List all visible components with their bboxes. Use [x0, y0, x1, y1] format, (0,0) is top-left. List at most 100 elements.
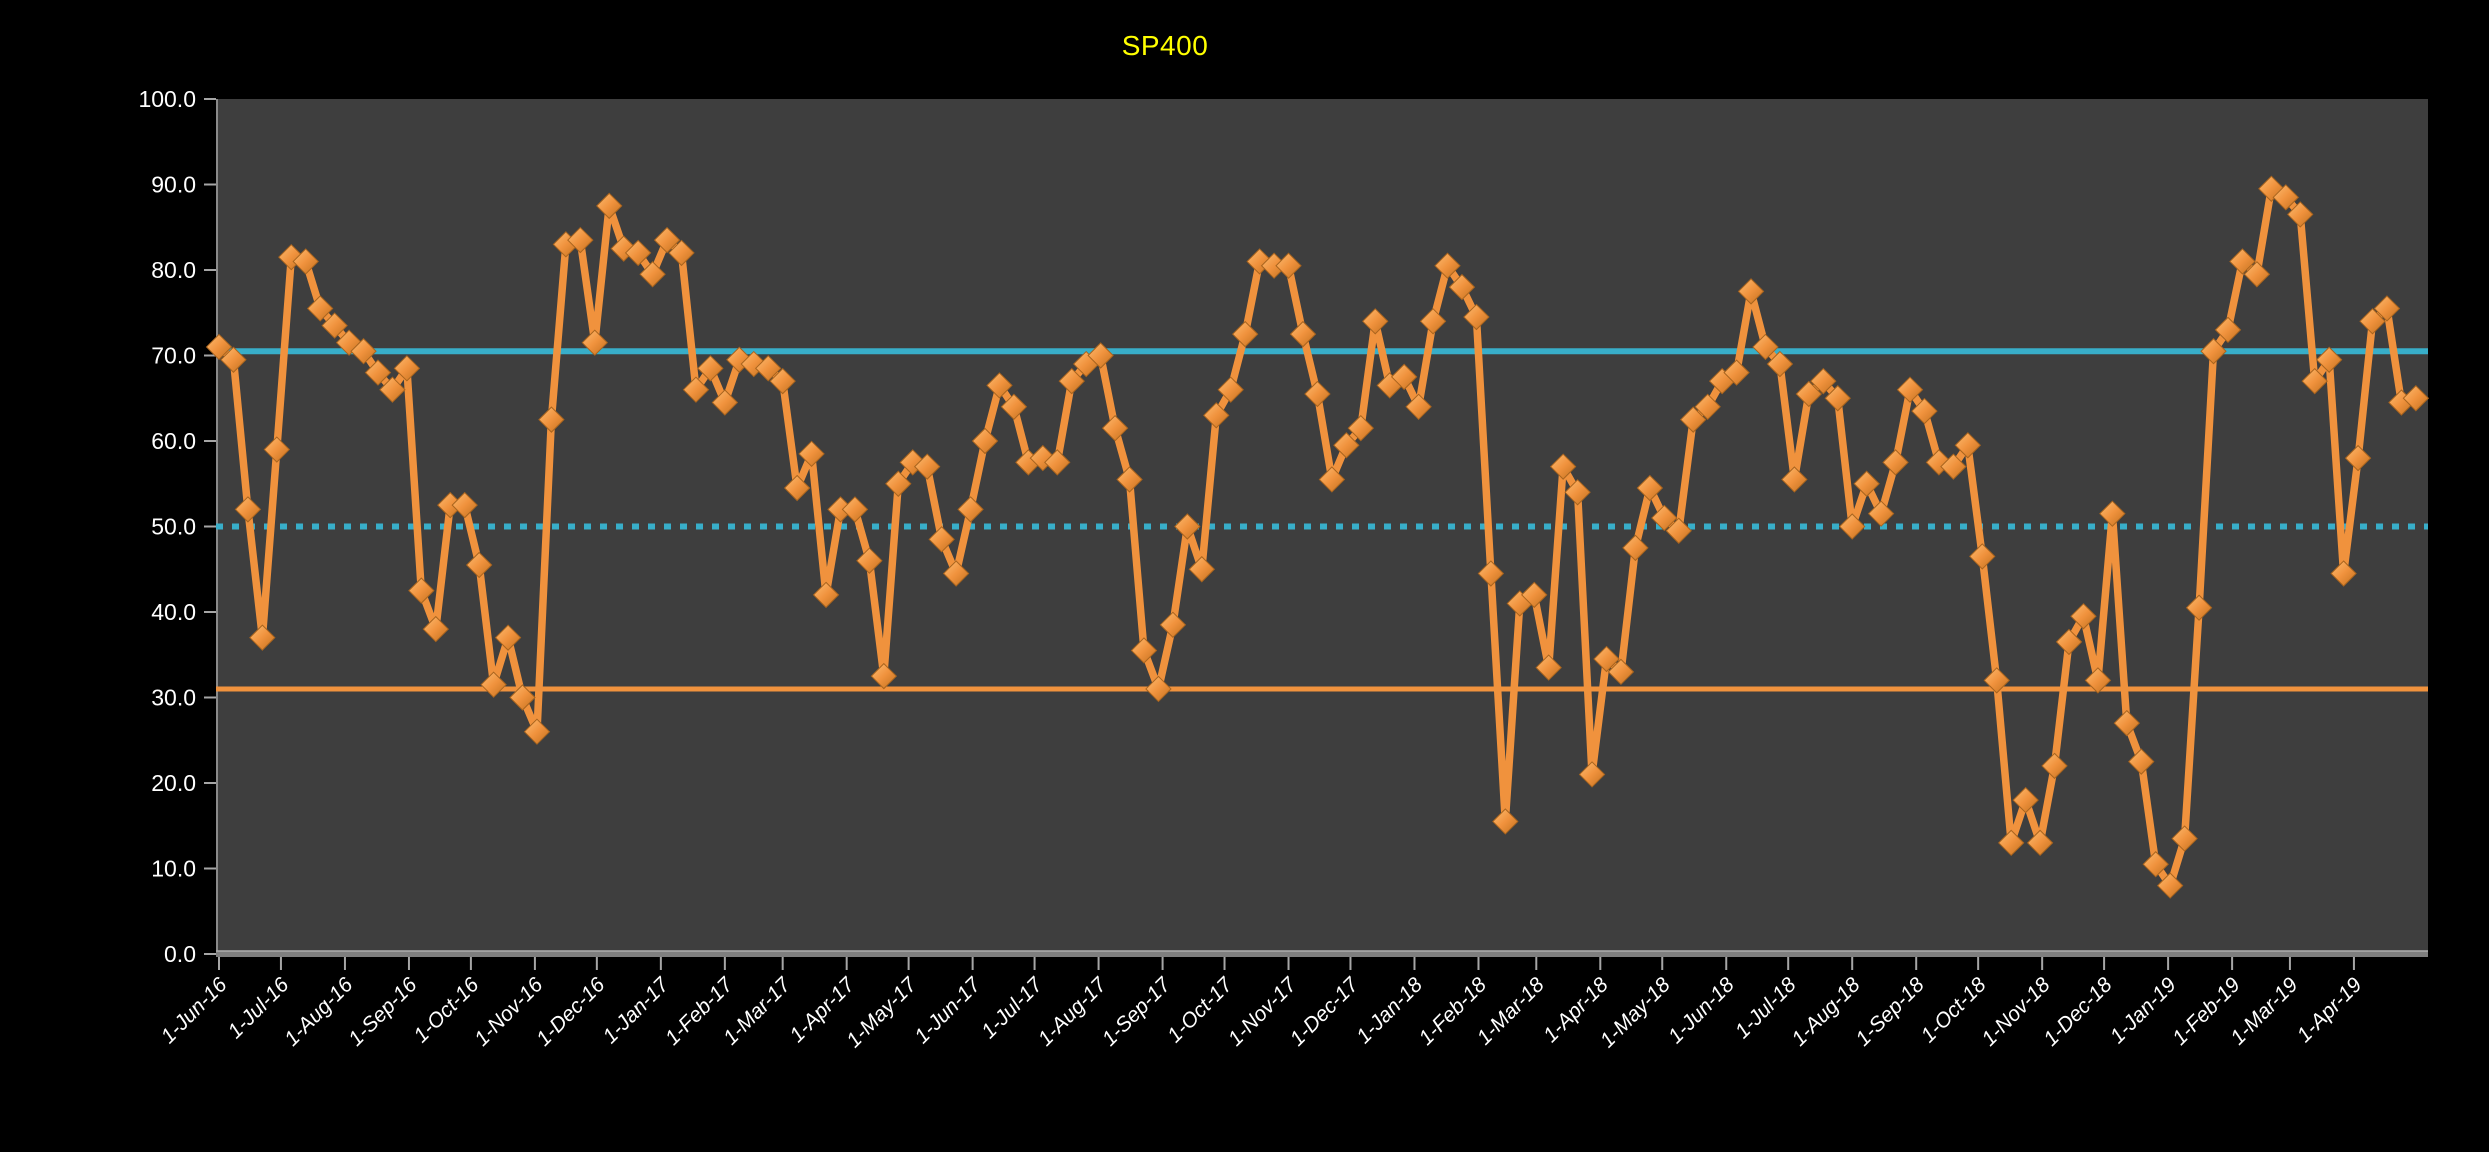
data-point-diamond[interactable] [697, 355, 724, 382]
data-point-diamond[interactable] [1304, 380, 1331, 408]
data-point-diamond[interactable] [1622, 534, 1649, 562]
data-point-diamond[interactable] [2012, 786, 2039, 814]
data-point-diamond[interactable] [1969, 543, 1996, 570]
data-point-diamond[interactable] [451, 491, 478, 519]
data-point-diamond[interactable] [769, 367, 796, 395]
data-point-diamond[interactable] [1723, 359, 1750, 386]
data-point-diamond[interactable] [249, 624, 276, 651]
data-point-diamond[interactable] [523, 718, 551, 745]
data-point-diamond[interactable] [1145, 675, 1172, 703]
data-point-diamond[interactable] [1116, 466, 1143, 493]
data-point-diamond[interactable] [1954, 432, 1982, 459]
data-point-diamond[interactable] [1101, 414, 1129, 442]
chart-title[interactable]: SP400 [1121, 30, 1209, 61]
data-point-diamond[interactable] [2185, 594, 2213, 621]
data-point-diamond[interactable] [624, 239, 652, 267]
data-point-diamond[interactable] [350, 338, 377, 365]
data-point-diamond[interactable] [1925, 449, 1953, 476]
data-point-diamond[interactable] [379, 376, 406, 403]
data-point-diamond[interactable] [1824, 385, 1851, 412]
data-point-diamond[interactable] [2315, 346, 2343, 373]
data-point-diamond[interactable] [1390, 363, 1418, 391]
data-point-diamond[interactable] [2229, 248, 2256, 275]
data-point-diamond[interactable] [856, 547, 883, 574]
data-point-diamond[interactable] [2344, 444, 2372, 472]
data-point-diamond[interactable] [2373, 295, 2401, 322]
data-point-diamond[interactable] [1419, 308, 1447, 335]
data-point-diamond[interactable] [1477, 560, 1505, 587]
data-point-diamond[interactable] [1795, 380, 1823, 408]
data-point-diamond[interactable] [1203, 402, 1230, 429]
data-point-diamond[interactable] [2128, 748, 2155, 775]
data-point-diamond[interactable] [220, 346, 247, 373]
data-point-diamond[interactable] [1000, 393, 1028, 421]
data-point-diamond[interactable] [1810, 367, 1837, 395]
data-point-diamond[interactable] [2171, 825, 2198, 852]
data-point-diamond[interactable] [653, 226, 681, 254]
data-point-diamond[interactable] [2142, 851, 2169, 878]
data-point-diamond[interactable] [2359, 308, 2386, 335]
data-point-diamond[interactable] [798, 440, 825, 468]
data-point-diamond[interactable] [1694, 393, 1721, 421]
data-point-diamond[interactable] [1492, 808, 1519, 835]
data-point-diamond[interactable] [2099, 500, 2126, 527]
data-point-diamond[interactable] [538, 406, 565, 433]
data-point-diamond[interactable] [2026, 829, 2054, 857]
data-point-diamond[interactable] [1636, 474, 1664, 502]
data-point-diamond[interactable] [1564, 479, 1591, 506]
data-point-diamond[interactable] [1882, 449, 1909, 476]
data-point-diamond[interactable] [1174, 513, 1201, 540]
data-point-diamond[interactable] [1347, 414, 1374, 442]
data-point-diamond[interactable] [1405, 393, 1432, 421]
data-point-diamond[interactable] [2113, 709, 2141, 737]
data-point-diamond[interactable] [610, 235, 637, 262]
data-point-diamond[interactable] [2301, 367, 2328, 395]
data-point-diamond[interactable] [1766, 350, 1794, 378]
data-point-diamond[interactable] [205, 333, 233, 361]
data-point-diamond[interactable] [364, 359, 392, 386]
data-point-diamond[interactable] [1896, 376, 1924, 403]
data-point-diamond[interactable] [971, 427, 999, 455]
data-point-diamond[interactable] [2070, 603, 2097, 630]
data-point-diamond[interactable] [2055, 628, 2083, 656]
data-point-diamond[interactable] [1911, 397, 1938, 425]
data-point-diamond[interactable] [1448, 273, 1476, 301]
data-point-diamond[interactable] [986, 372, 1013, 399]
data-point-diamond[interactable] [1593, 645, 1620, 673]
data-point-diamond[interactable] [841, 496, 869, 523]
data-point-diamond[interactable] [1983, 667, 2010, 694]
data-point-diamond[interactable] [1997, 829, 2025, 857]
data-point-diamond[interactable] [1838, 513, 1866, 540]
data-point-diamond[interactable] [1853, 470, 1880, 497]
data-point-diamond[interactable] [1940, 453, 1967, 480]
data-point-diamond[interactable] [2041, 752, 2068, 780]
data-point-diamond[interactable] [306, 295, 334, 322]
data-point-diamond[interactable] [1275, 252, 1302, 279]
data-point-diamond[interactable] [1665, 517, 1692, 544]
data-point-diamond[interactable] [913, 453, 941, 480]
data-point-diamond[interactable] [2156, 872, 2184, 899]
data-point-diamond[interactable] [1087, 342, 1114, 369]
data-point-diamond[interactable] [1289, 320, 1317, 348]
data-point-diamond[interactable] [942, 560, 970, 587]
data-point-diamond[interactable] [1549, 453, 1577, 480]
data-point-diamond[interactable] [596, 192, 623, 220]
data-point-diamond[interactable] [1231, 320, 1259, 348]
data-point-diamond[interactable] [928, 526, 955, 553]
data-point-diamond[interactable] [1737, 278, 1765, 305]
data-point-diamond[interactable] [755, 355, 782, 382]
data-point-diamond[interactable] [494, 624, 522, 651]
data-point-diamond[interactable] [2243, 261, 2271, 288]
data-point-diamond[interactable] [2200, 338, 2227, 365]
data-point-diamond[interactable] [465, 551, 493, 579]
data-point-diamond[interactable] [1159, 611, 1187, 639]
data-point-diamond[interactable] [1463, 303, 1490, 331]
data-point-diamond[interactable] [581, 329, 608, 356]
data-point-diamond[interactable] [1130, 637, 1158, 664]
data-point-diamond[interactable] [1318, 466, 1346, 493]
data-point-diamond[interactable] [1578, 761, 1606, 788]
data-point-diamond[interactable] [1217, 376, 1244, 403]
data-point-diamond[interactable] [1362, 308, 1389, 335]
data-point-diamond[interactable] [1781, 466, 1808, 493]
data-point-diamond[interactable] [783, 474, 811, 502]
